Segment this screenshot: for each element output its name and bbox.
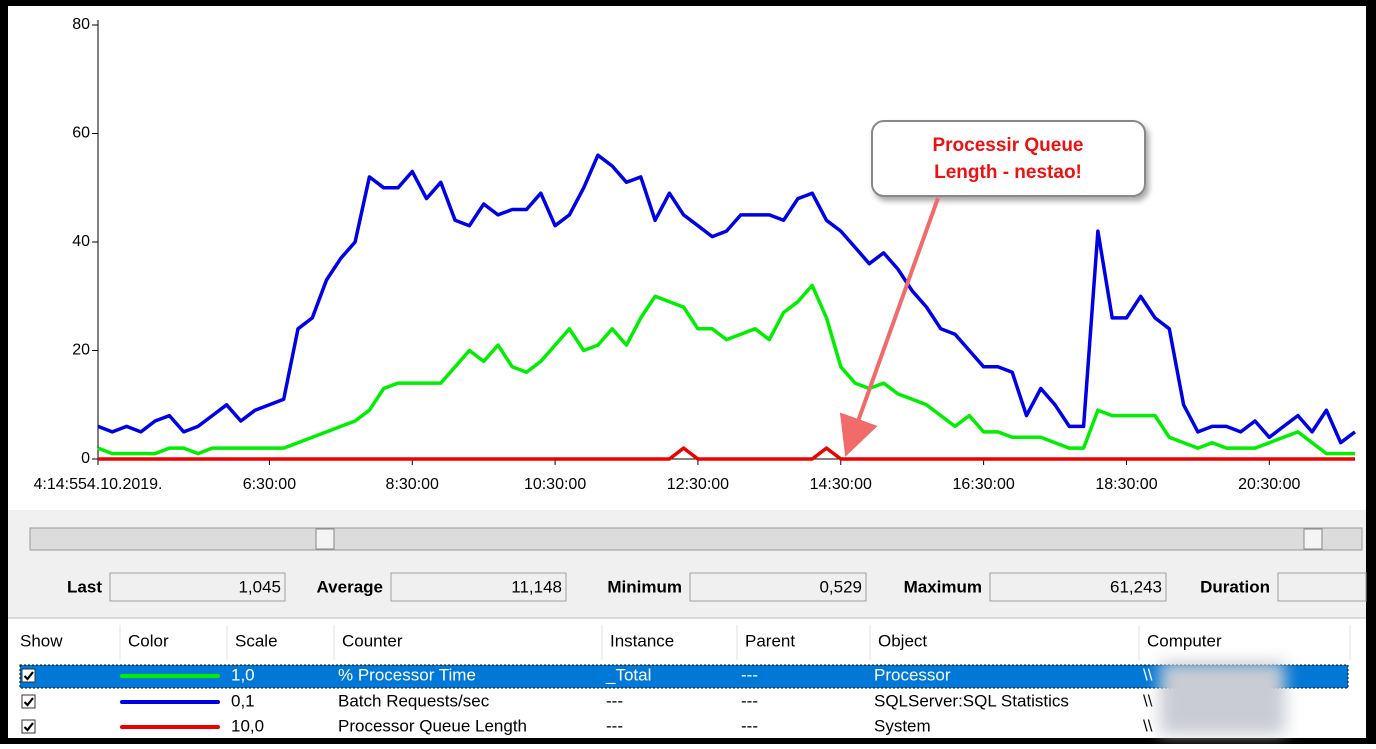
stat-box — [390, 572, 567, 602]
y-tick-label: 60 — [72, 125, 90, 142]
stat-value: 11,148 — [511, 577, 562, 596]
cell: --- — [741, 665, 758, 684]
x-tick-label: 6:30:00 — [243, 476, 296, 493]
y-tick-label: 0 — [81, 450, 90, 467]
stat-label: Average — [317, 577, 383, 596]
stat-value: 61,243 — [1110, 577, 1162, 596]
stat-value: 0,529 — [819, 577, 862, 596]
cell: Batch Requests/sec — [338, 691, 490, 710]
time-scrollbar[interactable] — [29, 527, 1363, 551]
series-line — [97, 153, 1357, 445]
x-tick-label: 18:30:00 — [1095, 476, 1157, 493]
y-tick-label: 40 — [72, 233, 90, 250]
cell: \\ — [1143, 691, 1153, 710]
checkbox[interactable] — [21, 668, 36, 683]
cell: --- — [741, 716, 758, 735]
column-header: Instance — [610, 631, 674, 650]
callout-arrow — [839, 197, 940, 457]
checkbox[interactable] — [21, 719, 36, 734]
scroll-handle-right[interactable] — [1303, 528, 1323, 550]
redacted-computer — [1160, 662, 1285, 734]
stat-box — [1277, 572, 1367, 602]
series-line — [98, 446, 1355, 461]
column-header: Parent — [745, 631, 795, 650]
cell: --- — [606, 691, 623, 710]
cell: Processor Queue Length — [338, 716, 527, 735]
checkbox[interactable] — [21, 694, 36, 709]
cell: % Processor Time — [338, 665, 476, 684]
checkmark — [23, 722, 34, 732]
column-header: Color — [128, 631, 169, 650]
cell: Processor — [874, 665, 951, 684]
x-tick-label: 20:30:00 — [1238, 476, 1300, 493]
stat-label: Last — [67, 577, 102, 596]
stat-box — [989, 572, 1167, 602]
x-tick-label: 10:30:00 — [524, 476, 586, 493]
cell: _Total — [605, 665, 651, 684]
column-header: Counter — [342, 631, 403, 650]
cell: System — [874, 716, 931, 735]
column-header: Show — [20, 631, 63, 650]
y-tick-label: 80 — [72, 16, 90, 33]
callout-text: Processir Queue — [932, 135, 1083, 156]
stat-value: 1,045 — [238, 577, 281, 596]
x-tick-label: 14:30:00 — [810, 476, 872, 493]
cell: 10,0 — [231, 716, 264, 735]
window-bg — [8, 6, 1366, 738]
stat-label: Duration — [1200, 577, 1270, 596]
cell: 0,1 — [231, 691, 255, 710]
cell: \\ — [1143, 665, 1153, 684]
column-header: Scale — [235, 631, 278, 650]
callout-text: Length - nestao! — [934, 162, 1082, 183]
checkmark — [23, 697, 34, 707]
x-tick-label: 16:30:00 — [952, 476, 1014, 493]
scroll-handle-left[interactable] — [315, 528, 335, 550]
checkmark — [23, 671, 34, 681]
cell: \\ — [1143, 716, 1153, 735]
stat-box — [109, 572, 286, 602]
cell: --- — [741, 691, 758, 710]
x-tick-label: 8:30:00 — [386, 476, 439, 493]
stat-label: Minimum — [607, 577, 682, 596]
column-header: Computer — [1147, 631, 1222, 650]
x-tick-label: 12:30:00 — [667, 476, 729, 493]
cell: --- — [606, 716, 623, 735]
y-tick-label: 20 — [72, 342, 90, 359]
series-line — [97, 283, 1355, 456]
stat-box — [689, 572, 867, 602]
selected-row — [19, 664, 1349, 689]
column-header: Object — [878, 631, 927, 650]
cell: SQLServer:SQL Statistics — [874, 691, 1069, 710]
x-tick-label: 4:14:554.10.2019. — [33, 476, 162, 493]
callout-box — [871, 120, 1146, 197]
cell: 1,0 — [231, 665, 255, 684]
stat-label: Maximum — [904, 577, 982, 596]
